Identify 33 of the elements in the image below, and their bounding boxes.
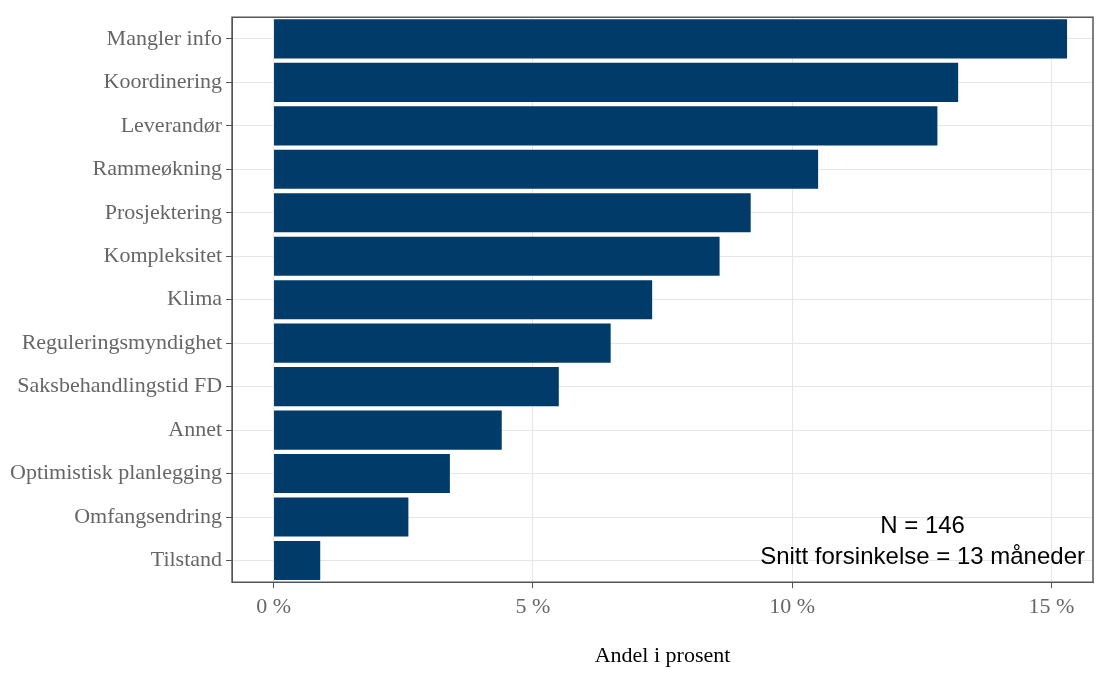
y-tick-label: Mangler info xyxy=(106,24,223,50)
x-axis-title: Andel i prosent xyxy=(594,641,731,667)
x-tick-label: 0 % xyxy=(256,593,291,619)
annotation: Snitt forsinkelse = 13 måneder xyxy=(760,542,1086,570)
bar xyxy=(274,62,959,102)
bar xyxy=(274,19,1068,59)
y-tick-label: Omfangsendring xyxy=(74,502,223,528)
bar xyxy=(274,106,938,146)
y-tick-label: Klima xyxy=(167,285,223,311)
x-tick-label: 5 % xyxy=(515,593,551,619)
y-tick-label: Rammeøkning xyxy=(92,155,223,181)
y-tick-label: Koordinering xyxy=(103,68,223,94)
bar xyxy=(274,193,751,233)
y-tick-label: Prosjektering xyxy=(104,198,223,224)
bar xyxy=(274,280,653,320)
bar xyxy=(274,540,321,581)
y-tick-label: Kompleksitet xyxy=(103,242,223,268)
bar xyxy=(274,453,450,494)
bar xyxy=(274,367,559,407)
x-tick-label: 10 % xyxy=(769,593,816,619)
annotation: N = 146 xyxy=(880,511,965,539)
y-tick-label: Annet xyxy=(168,415,223,441)
x-tick-label: 15 % xyxy=(1028,593,1075,619)
bar xyxy=(274,323,611,363)
y-tick-label: Reguleringsmyndighet xyxy=(21,328,223,354)
bar xyxy=(274,497,409,537)
bar xyxy=(274,236,720,276)
y-tick-label: Saksbehandlingstid FD xyxy=(17,372,223,398)
y-tick-label: Optimistisk planlegging xyxy=(9,459,223,485)
bar xyxy=(274,149,819,189)
y-tick-label: Tilstand xyxy=(150,546,223,572)
bar xyxy=(274,410,502,450)
y-tick-label: Leverandør xyxy=(120,111,223,137)
